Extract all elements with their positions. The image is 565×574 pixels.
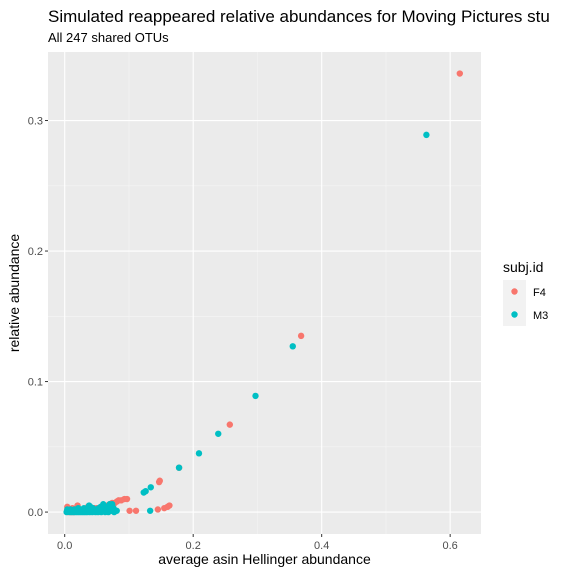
data-point-m3 (290, 343, 296, 349)
data-point-f4 (133, 508, 139, 514)
data-point-m3 (111, 509, 117, 515)
data-point-f4 (166, 502, 172, 508)
data-point-m3 (176, 464, 182, 470)
y-tick-label: 0.3 (28, 116, 43, 128)
data-point-m3 (100, 501, 106, 507)
x-axis-label: average asin Hellinger abundance (158, 551, 371, 567)
x-tick-label: 0.0 (57, 540, 72, 552)
data-point-m3 (141, 489, 147, 495)
legend-items: F4 M3 (503, 280, 548, 326)
y-tick-label: 0.0 (28, 507, 43, 519)
data-point-f4 (155, 506, 161, 512)
legend-label-f4: F4 (533, 287, 546, 299)
data-point-m3 (87, 504, 93, 510)
data-point-m3 (147, 508, 153, 514)
data-point-f4 (227, 421, 233, 427)
data-point-m3 (423, 132, 429, 138)
legend: subj.id F4 M3 (503, 259, 548, 326)
x-tick-label: 0.6 (443, 540, 458, 552)
chart-subtitle: All 247 shared OTUs (48, 30, 169, 45)
data-point-m3 (109, 501, 115, 507)
y-tick-label: 0.2 (28, 246, 43, 258)
legend-label-m3: M3 (533, 310, 548, 322)
legend-title: subj.id (503, 259, 543, 275)
y-tick-label: 0.1 (28, 377, 43, 389)
legend-key-point-f4 (511, 288, 517, 294)
legend-key-point-m3 (511, 311, 517, 317)
data-point-m3 (196, 450, 202, 456)
plot-panel (48, 52, 481, 534)
data-point-f4 (457, 70, 463, 76)
chart-title: Simulated reappeared relative abundances… (48, 7, 550, 26)
data-point-f4 (298, 333, 304, 339)
data-point-f4 (126, 508, 132, 514)
x-axis: 0.0 0.2 0.4 0.6 (57, 534, 458, 552)
data-point-m3 (252, 393, 258, 399)
y-axis: 0.0 0.1 0.2 0.3 (28, 116, 48, 520)
data-point-m3 (215, 431, 221, 437)
data-point-f4 (156, 479, 162, 485)
data-point-m3 (148, 484, 154, 490)
y-axis-label: relative abundance (6, 234, 22, 353)
